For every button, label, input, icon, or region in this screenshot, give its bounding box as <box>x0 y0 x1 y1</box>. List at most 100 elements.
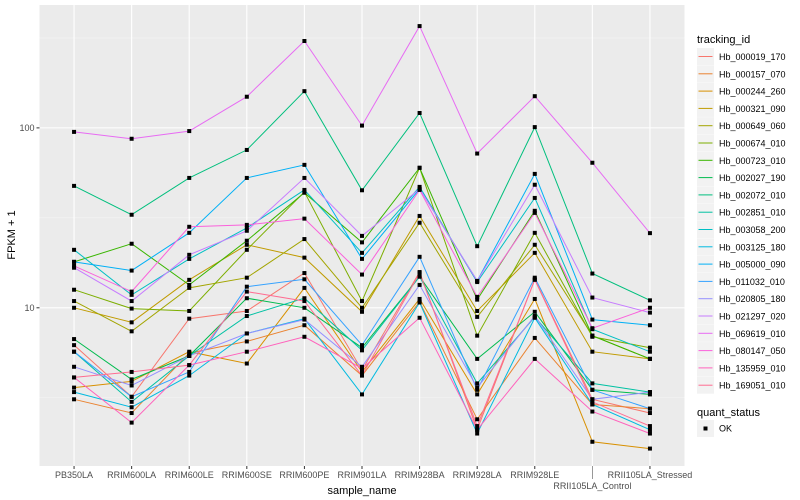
data-point <box>244 361 249 366</box>
x-tick-label: RRIM928BA <box>395 470 445 480</box>
data-point <box>532 171 537 176</box>
data-point <box>590 402 595 407</box>
data-point <box>302 89 307 94</box>
data-point <box>360 392 364 397</box>
data-point <box>532 314 537 319</box>
data-point <box>244 222 249 227</box>
data-point <box>647 392 652 397</box>
data-point <box>417 220 422 225</box>
data-point <box>475 427 480 432</box>
data-point <box>187 129 192 134</box>
data-point <box>647 231 652 236</box>
data-point <box>647 446 652 451</box>
data-point <box>590 387 595 392</box>
data-point <box>72 287 77 292</box>
data-point <box>187 285 192 290</box>
legend-label: Hb_080147_050 <box>719 346 786 356</box>
data-point <box>417 110 422 115</box>
data-point <box>187 316 192 321</box>
data-point <box>475 424 480 429</box>
data-point <box>187 349 192 354</box>
data-point <box>244 349 249 354</box>
data-point <box>129 329 134 334</box>
data-point <box>244 238 249 243</box>
x-tick-label: RRIM901LA <box>337 470 386 480</box>
x-axis: PB350LA RRIM600LA RRIM600LE RRIM600SE RRIM60… <box>55 466 692 491</box>
data-point <box>360 240 364 245</box>
data-point <box>417 213 422 218</box>
data-point <box>417 254 422 259</box>
data-point <box>187 175 192 180</box>
data-point <box>302 285 307 290</box>
data-point <box>360 250 364 255</box>
data-point <box>244 225 249 230</box>
data-point <box>475 333 480 338</box>
data-point <box>475 314 480 319</box>
data-point <box>475 308 480 313</box>
data-point <box>590 409 595 414</box>
data-point <box>72 299 77 304</box>
data-point <box>647 431 652 436</box>
data-point <box>590 399 595 404</box>
legend-label: Hb_000019_170 <box>719 52 786 62</box>
data-point <box>360 369 364 374</box>
data-point <box>302 305 307 310</box>
data-point <box>647 424 652 429</box>
data-point <box>532 356 537 361</box>
data-point <box>647 390 652 395</box>
data-point <box>302 190 307 195</box>
x-tick-label: RRIM600LA <box>107 470 156 480</box>
data-points <box>72 24 652 451</box>
legend-item: Hb_005000_090 <box>697 255 786 273</box>
data-point <box>532 195 537 200</box>
data-point <box>187 308 192 313</box>
data-point <box>72 337 77 342</box>
data-point <box>532 208 537 213</box>
data-point <box>590 381 595 386</box>
data-point <box>532 242 537 247</box>
data-point <box>129 377 134 382</box>
data-point <box>417 184 422 189</box>
legend-item: Hb_003058_200 <box>697 221 786 238</box>
legend-label: Hb_000674_010 <box>719 139 786 149</box>
data-point <box>244 228 249 233</box>
data-point <box>532 309 537 314</box>
legend-item: Hb_002072_010 <box>697 186 786 204</box>
data-point <box>647 427 652 432</box>
data-point <box>129 394 134 399</box>
x-tick-label: PB350LA <box>55 470 93 480</box>
data-point <box>590 397 595 402</box>
x-tick-label: RRIM600PE <box>279 470 329 480</box>
data-point <box>475 278 480 283</box>
data-point <box>187 363 192 368</box>
data-point <box>129 411 134 416</box>
data-point <box>475 294 480 299</box>
x-axis-title: sample_name <box>327 485 396 497</box>
data-point <box>72 305 77 310</box>
data-point <box>244 242 249 247</box>
data-point <box>417 187 422 192</box>
data-point <box>129 383 134 388</box>
data-point <box>129 320 134 325</box>
data-point <box>302 277 307 282</box>
data-point <box>72 385 77 390</box>
data-point <box>302 323 307 328</box>
data-point <box>475 356 480 361</box>
data-point <box>647 406 652 411</box>
legend-item: Hb_020805_180 <box>697 290 786 308</box>
data-point <box>590 271 595 276</box>
legend-label: Hb_000649_060 <box>719 121 786 131</box>
data-point <box>129 306 134 311</box>
data-point <box>72 263 77 268</box>
data-point <box>302 334 307 339</box>
legend-title: tracking_id <box>697 34 750 46</box>
data-point <box>302 187 307 192</box>
legend-item: Hb_080147_050 <box>697 342 786 360</box>
x-tick-label: RRII105LA_Control <box>553 481 631 491</box>
legend-item: Hb_000649_060 <box>697 117 786 135</box>
data-point <box>187 224 192 229</box>
data-point <box>302 317 307 322</box>
data-point <box>244 147 249 152</box>
data-point <box>475 381 480 386</box>
legend-label: Hb_021297_020 <box>719 312 786 322</box>
